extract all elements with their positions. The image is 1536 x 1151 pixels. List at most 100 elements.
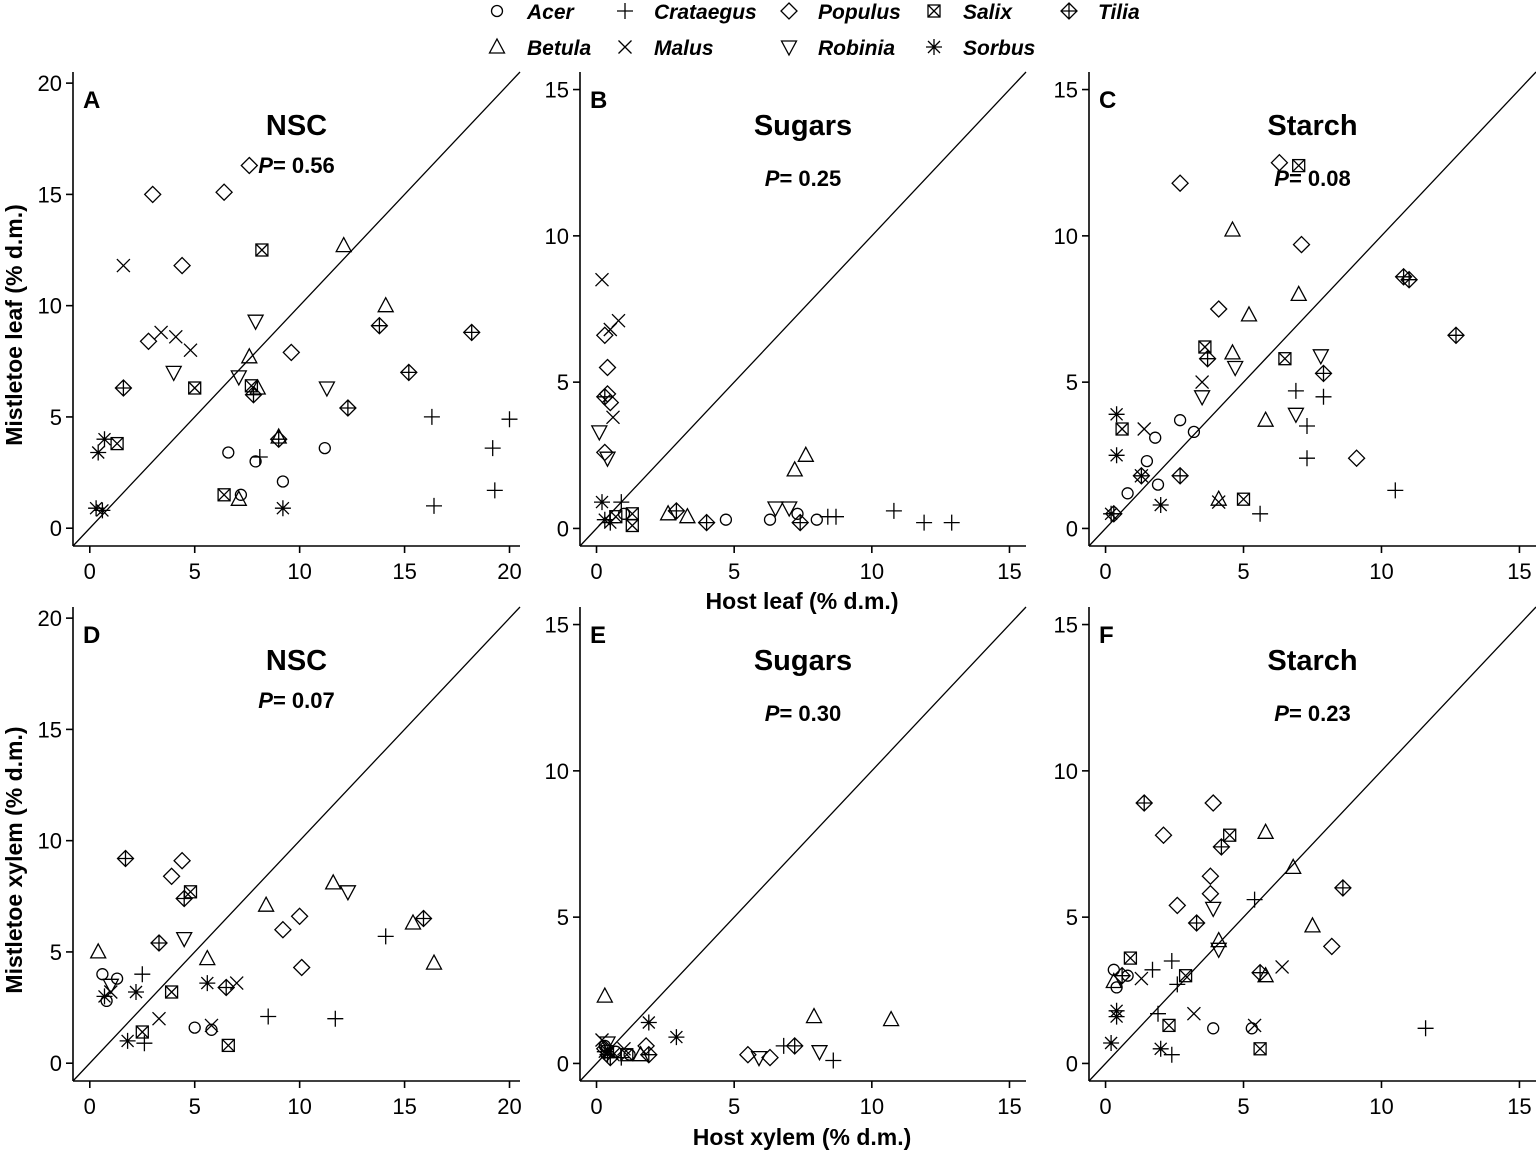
y-tick-label: 5 (50, 940, 62, 965)
y-tick-label: 10 (1054, 224, 1078, 249)
point-crataegus (425, 497, 443, 515)
point-populus (173, 256, 191, 275)
series-malus (116, 258, 198, 358)
point-tilia (370, 317, 389, 335)
point-crataegus (827, 508, 845, 526)
point-crataegus (377, 927, 395, 946)
point-betula (1210, 931, 1227, 948)
point-malus (1186, 1006, 1202, 1021)
point-acer (719, 513, 733, 526)
panel-e: 0 5 10 15 0 5 10 15 E Sugars P= 0.30 (545, 606, 1027, 1119)
point-robinia (1227, 360, 1244, 377)
y-tick-label: 0 (50, 1051, 62, 1076)
point-salix (110, 436, 124, 451)
point-betula (241, 348, 258, 364)
series-betula (1105, 823, 1321, 989)
point-malus (168, 329, 183, 344)
point-tilia (1447, 326, 1465, 344)
p-symbol: P (765, 701, 780, 726)
p-value-text: P= 0.08 (1274, 166, 1350, 191)
point-sorbus (1107, 446, 1126, 464)
series-populus (1154, 794, 1341, 956)
point-betula (882, 1010, 900, 1027)
series-sorbus (1102, 405, 1170, 523)
point-betula (1257, 411, 1274, 427)
panel-a: 0 5 10 15 20 0 5 10 15 20 A NSC P= 0.56 (38, 71, 522, 584)
x-tick-label: 10 (1369, 1094, 1393, 1119)
y-tick-label: 15 (38, 717, 62, 742)
x-tick-label: 0 (84, 1094, 96, 1119)
point-populus (282, 343, 300, 362)
panel-letter: B (590, 87, 607, 114)
point-populus (240, 156, 258, 175)
series-sorbus (1102, 1002, 1170, 1058)
point-robinia (1205, 901, 1222, 918)
point-salix (164, 985, 179, 999)
y-tick-label: 15 (545, 613, 569, 638)
p-value-text: P= 0.25 (765, 166, 841, 191)
x-tick-label: 10 (860, 1094, 884, 1119)
point-acer (1207, 1022, 1220, 1035)
x-tick-label: 5 (189, 1094, 201, 1119)
point-acer (1151, 478, 1165, 491)
legend-item-crataegus: Crataegus (616, 1, 757, 24)
point-populus (598, 385, 617, 403)
point-salix (244, 379, 259, 393)
point-sorbus (87, 499, 105, 517)
point-tilia (791, 513, 809, 532)
point-crataegus (251, 448, 269, 466)
point-betula (257, 896, 275, 912)
point-acer (1121, 487, 1134, 500)
point-populus (1201, 867, 1220, 885)
x-tick-label: 0 (84, 559, 96, 584)
legend-label-crataegus: Crataegus (654, 1, 757, 24)
point-salix (1162, 1018, 1176, 1033)
legend-item-sorbus: Sorbus (925, 37, 1035, 60)
point-robinia (750, 1050, 768, 1067)
point-malus (1194, 374, 1210, 390)
p-symbol: P (1274, 701, 1289, 726)
panel-c: 0 5 10 15 0 5 10 15 C Starch P= 0.08 (1054, 71, 1536, 584)
point-crataegus (1245, 890, 1264, 909)
panel-title: NSC (266, 110, 327, 142)
series-sorbus (593, 493, 619, 532)
series-betula (90, 874, 443, 970)
point-tilia (217, 978, 235, 997)
legend-label-malus: Malus (654, 37, 714, 60)
point-populus (1292, 235, 1311, 254)
x-tick-label: 15 (997, 1094, 1021, 1119)
panel-title: Starch (1267, 645, 1357, 677)
point-malus (1134, 971, 1149, 986)
y-tick-label: 10 (545, 224, 569, 249)
point-salix (1223, 828, 1237, 842)
y-tick-label: 10 (1054, 759, 1078, 784)
point-tilia (1187, 914, 1206, 932)
series-acer (1121, 414, 1201, 500)
legend-item-malus: Malus (617, 37, 714, 60)
legend-diamond-plus-icon (1060, 2, 1078, 20)
p-value-text: P= 0.56 (258, 153, 334, 178)
y-tick-label: 0 (1066, 1051, 1078, 1076)
point-salix (135, 1025, 149, 1039)
y-tick-label: 5 (557, 905, 569, 930)
x-tick-label: 10 (287, 559, 311, 584)
p-symbol: P (258, 153, 273, 178)
point-betula (786, 461, 803, 477)
point-sorbus (89, 443, 107, 462)
point-acer (222, 446, 235, 459)
point-robinia (1193, 390, 1211, 406)
point-tilia (1135, 794, 1153, 812)
y-tick-label: 10 (545, 759, 569, 784)
series-acer (1107, 963, 1258, 1035)
legend-label-tilia: Tilia (1098, 1, 1140, 24)
p-value: = 0.07 (273, 688, 335, 713)
panel-b: 0 5 10 15 0 5 10 15 B Sugars P= 0.25 (545, 71, 1027, 584)
point-acer (318, 441, 331, 455)
point-populus (274, 921, 292, 939)
legend-label-sorbus: Sorbus (963, 37, 1035, 60)
series-crataegus (251, 408, 519, 515)
x-tick-label: 0 (1099, 559, 1111, 584)
x-tick-label: 5 (728, 559, 740, 584)
identity-line (579, 71, 1027, 547)
point-sorbus (1107, 1007, 1126, 1026)
